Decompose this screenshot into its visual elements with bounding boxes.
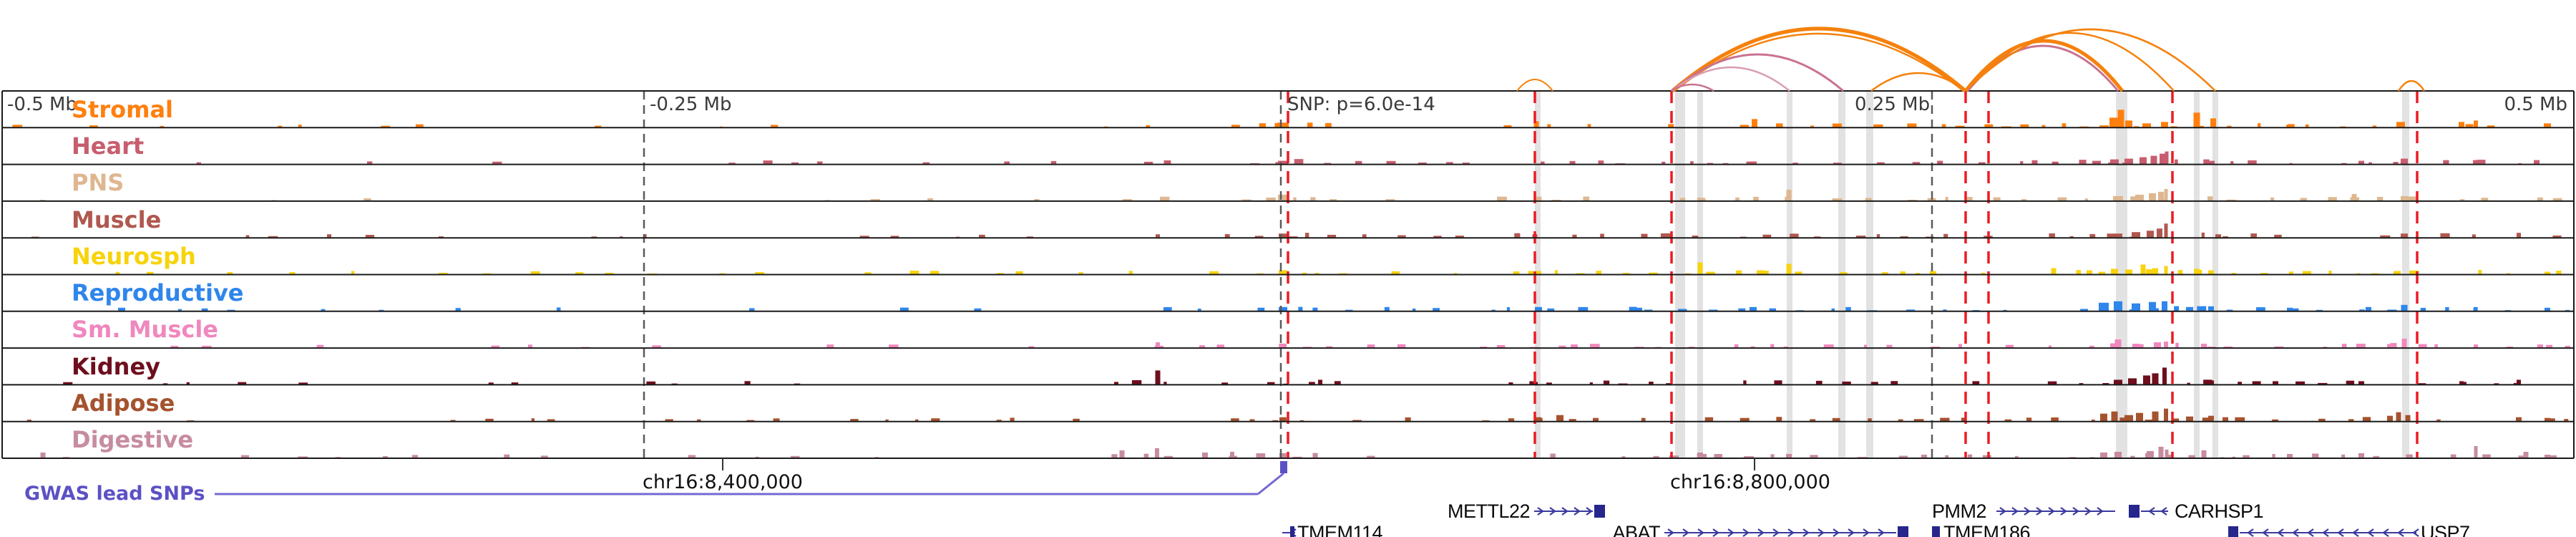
track-label-digestive: Digestive — [72, 426, 194, 454]
gene-label-pmm2: PMM2 — [1932, 500, 1987, 522]
gene-model-abat — [1664, 526, 1908, 537]
gene-model-usp7 — [2228, 526, 2419, 537]
interaction-arc — [1516, 79, 1553, 92]
track-label-kidney: Kidney — [72, 352, 161, 380]
gene-model-tmem186 — [1932, 526, 1940, 537]
gene-model-mettl22 — [1534, 505, 1605, 518]
interaction-arc — [1964, 39, 2124, 92]
signal-reproductive — [118, 301, 2570, 311]
gene-label-mettl22: METTL22 — [1447, 500, 1531, 522]
scale-label: -0.5 Mb — [7, 94, 77, 115]
gene-label-carhsp1: CARHSP1 — [2175, 500, 2264, 522]
track-label-stromal: Stromal — [72, 95, 174, 123]
coordinate-label: chr16:8,400,000 — [643, 471, 803, 493]
gwas-line-diagonal — [1257, 472, 1284, 495]
track-label-sm-muscle: Sm. Muscle — [72, 316, 218, 344]
signal-neurosph — [115, 262, 2562, 275]
gene-label-abat: ABAT — [1612, 522, 1660, 537]
interaction-arc — [1670, 83, 1714, 92]
gene-label-tmem114: TMEM114 — [1297, 522, 1383, 537]
gene-label-usp7: USP7 — [2421, 522, 2470, 537]
signal-heart — [196, 151, 2540, 165]
interaction-arc — [1965, 28, 2216, 92]
interaction-arc — [2397, 79, 2426, 92]
interaction-arc — [1671, 26, 1967, 92]
signal-adipose — [26, 408, 2569, 422]
interaction-arc — [1672, 53, 1844, 92]
scale-label: -0.25 Mb — [650, 94, 732, 115]
gene-model-pmm2 — [1996, 507, 2115, 516]
gene-label-tmem186: TMEM186 — [1943, 522, 2031, 537]
signal-digestive — [40, 446, 2557, 458]
signal-sm-muscle — [170, 339, 2571, 349]
gwas-snp-marker — [1280, 461, 1287, 473]
scale-label: 0.25 Mb — [1855, 94, 1931, 115]
scale-label: 0.5 Mb — [2504, 94, 2567, 115]
track-label-pns: PNS — [72, 169, 125, 197]
gene-model-tmem114 — [1282, 526, 1297, 537]
signal-kidney — [63, 367, 2521, 385]
signal-muscle — [31, 223, 2562, 238]
track-label-adipose: Adipose — [72, 390, 175, 417]
track-label-heart: Heart — [72, 132, 145, 160]
track-label-muscle: Muscle — [72, 205, 162, 233]
interaction-arc — [1965, 32, 2175, 92]
track-label-neurosph: Neurosph — [72, 242, 196, 270]
gwas-lead-snps-label: GWAS lead SNPs — [24, 483, 205, 505]
coordinate-label: chr16:8,800,000 — [1670, 471, 1830, 493]
interaction-arc — [1672, 66, 1790, 92]
scale-label: SNP: p=6.0e-14 — [1287, 94, 1435, 115]
interaction-arc — [1870, 72, 1966, 92]
signal-stromal — [12, 110, 2551, 128]
track-label-reproductive: Reproductive — [72, 279, 244, 307]
gene-model-carhsp1 — [2129, 505, 2168, 518]
